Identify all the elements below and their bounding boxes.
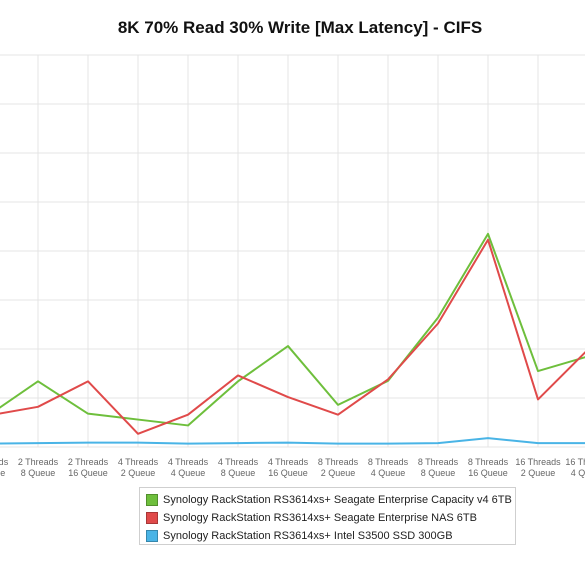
x-tick-label: 16 Queue (268, 468, 308, 478)
legend-label: Synology RackStation RS3614xs+ Seagate E… (163, 494, 512, 506)
x-tick-label: 16 Threads (565, 457, 585, 467)
x-tick-label: 2 Queue (121, 468, 156, 478)
series-line-2 (0, 437, 585, 445)
legend-item: Synology RackStation RS3614xs+ Seagate E… (146, 509, 515, 527)
x-tick-label: 4 Threads (268, 457, 309, 467)
grid-lines (0, 54, 585, 448)
legend: Synology RackStation RS3614xs+ Seagate E… (139, 487, 516, 545)
x-tick-label: 2 Threads (0, 457, 9, 467)
x-tick-label: 4 Threads (218, 457, 259, 467)
x-tick-label: 8 Queue (421, 468, 456, 478)
x-tick-label: 16 Queue (468, 468, 508, 478)
x-tick-label: 4 Threads (118, 457, 159, 467)
x-tick-label: 8 Queue (21, 468, 56, 478)
x-tick-label: 4 Queue (371, 468, 406, 478)
x-tick-label: 16 Queue (68, 468, 108, 478)
legend-swatch (146, 494, 158, 506)
x-tick-label: 16 Threads (515, 457, 561, 467)
series-line-0 (0, 232, 585, 427)
x-tick-label: 2 Queue (521, 468, 556, 478)
legend-label: Synology RackStation RS3614xs+ Seagate E… (163, 512, 477, 524)
x-tick-label: 8 Threads (368, 457, 409, 467)
x-tick-label: 4 Queue (171, 468, 206, 478)
x-tick-label: 8 Threads (468, 457, 509, 467)
series-line-1 (0, 238, 585, 435)
chart-title: 8K 70% Read 30% Write [Max Latency] - CI… (117, 18, 483, 37)
x-tick-label: 4 Queue (571, 468, 585, 478)
legend-swatch (146, 530, 158, 542)
x-tick-label: 4 Threads (168, 457, 209, 467)
legend-label: Synology RackStation RS3614xs+ Intel S35… (163, 530, 453, 542)
x-tick-label: 8 Queue (221, 468, 256, 478)
x-tick-label: 8 Threads (318, 457, 359, 467)
x-tick-label: 4 Queue (0, 468, 5, 478)
x-tick-label: 2 Threads (68, 457, 109, 467)
legend-swatch (146, 512, 158, 524)
series-lines (0, 232, 585, 445)
legend-item: Synology RackStation RS3614xs+ Intel S35… (146, 527, 515, 545)
x-tick-label: 2 Queue (321, 468, 356, 478)
x-tick-label: 2 Threads (18, 457, 59, 467)
legend-item: Synology RackStation RS3614xs+ Seagate E… (146, 491, 515, 509)
x-tick-label: 8 Threads (418, 457, 459, 467)
